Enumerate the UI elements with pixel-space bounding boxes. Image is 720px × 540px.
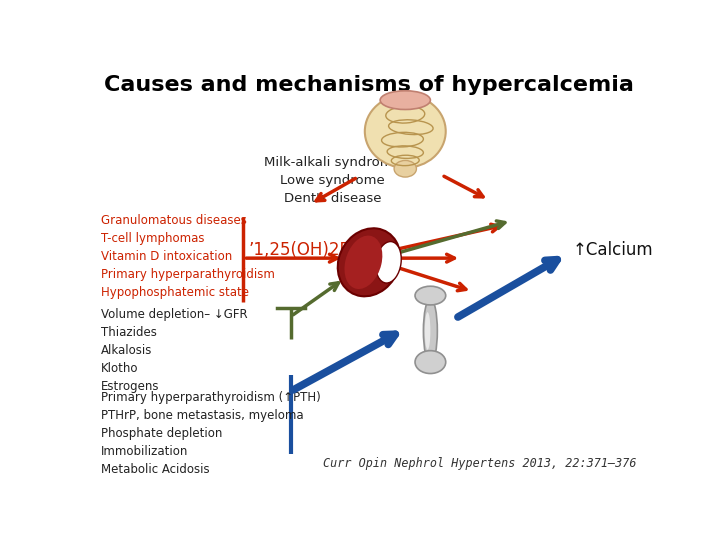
Ellipse shape: [415, 350, 446, 374]
Text: Causes and mechanisms of hypercalcemia: Causes and mechanisms of hypercalcemia: [104, 75, 634, 95]
Ellipse shape: [365, 95, 446, 168]
Ellipse shape: [394, 160, 416, 177]
Text: Volume depletion– ↓GFR
Thiazides
Alkalosis
Klotho
Estrogens: Volume depletion– ↓GFR Thiazides Alkalos…: [101, 308, 248, 393]
Ellipse shape: [415, 286, 446, 305]
Text: ’1,25(OH)2D3: ’1,25(OH)2D3: [249, 241, 364, 259]
Text: Primary hyperparathyroidism (↑PTH)
PTHrP, bone metastasis, myeloma
Phosphate dep: Primary hyperparathyroidism (↑PTH) PTHrP…: [101, 391, 321, 476]
Ellipse shape: [423, 299, 437, 363]
Ellipse shape: [376, 241, 401, 283]
Ellipse shape: [338, 228, 400, 296]
Ellipse shape: [344, 235, 382, 289]
Ellipse shape: [380, 91, 431, 110]
Text: Milk-alkali syndrome
Lowe syndrome
Dent's disease: Milk-alkali syndrome Lowe syndrome Dent'…: [264, 156, 401, 205]
Text: Granulomatous diseases
T-cell lymphomas
Vitamin D intoxication
Primary hyperpara: Granulomatous diseases T-cell lymphomas …: [101, 214, 275, 300]
Text: Curr Opin Nephrol Hypertens 2013, 22:371–376: Curr Opin Nephrol Hypertens 2013, 22:371…: [323, 457, 637, 470]
Ellipse shape: [425, 312, 431, 349]
Text: ↑Calcium: ↑Calcium: [572, 241, 653, 259]
